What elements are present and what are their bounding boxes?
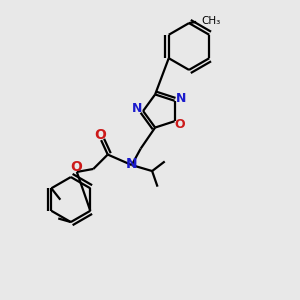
- Text: CH₃: CH₃: [201, 16, 220, 26]
- Text: N: N: [132, 102, 142, 115]
- Text: O: O: [175, 118, 185, 131]
- Text: O: O: [70, 160, 82, 174]
- Text: N: N: [125, 157, 137, 171]
- Text: O: O: [94, 128, 106, 142]
- Text: N: N: [176, 92, 186, 105]
